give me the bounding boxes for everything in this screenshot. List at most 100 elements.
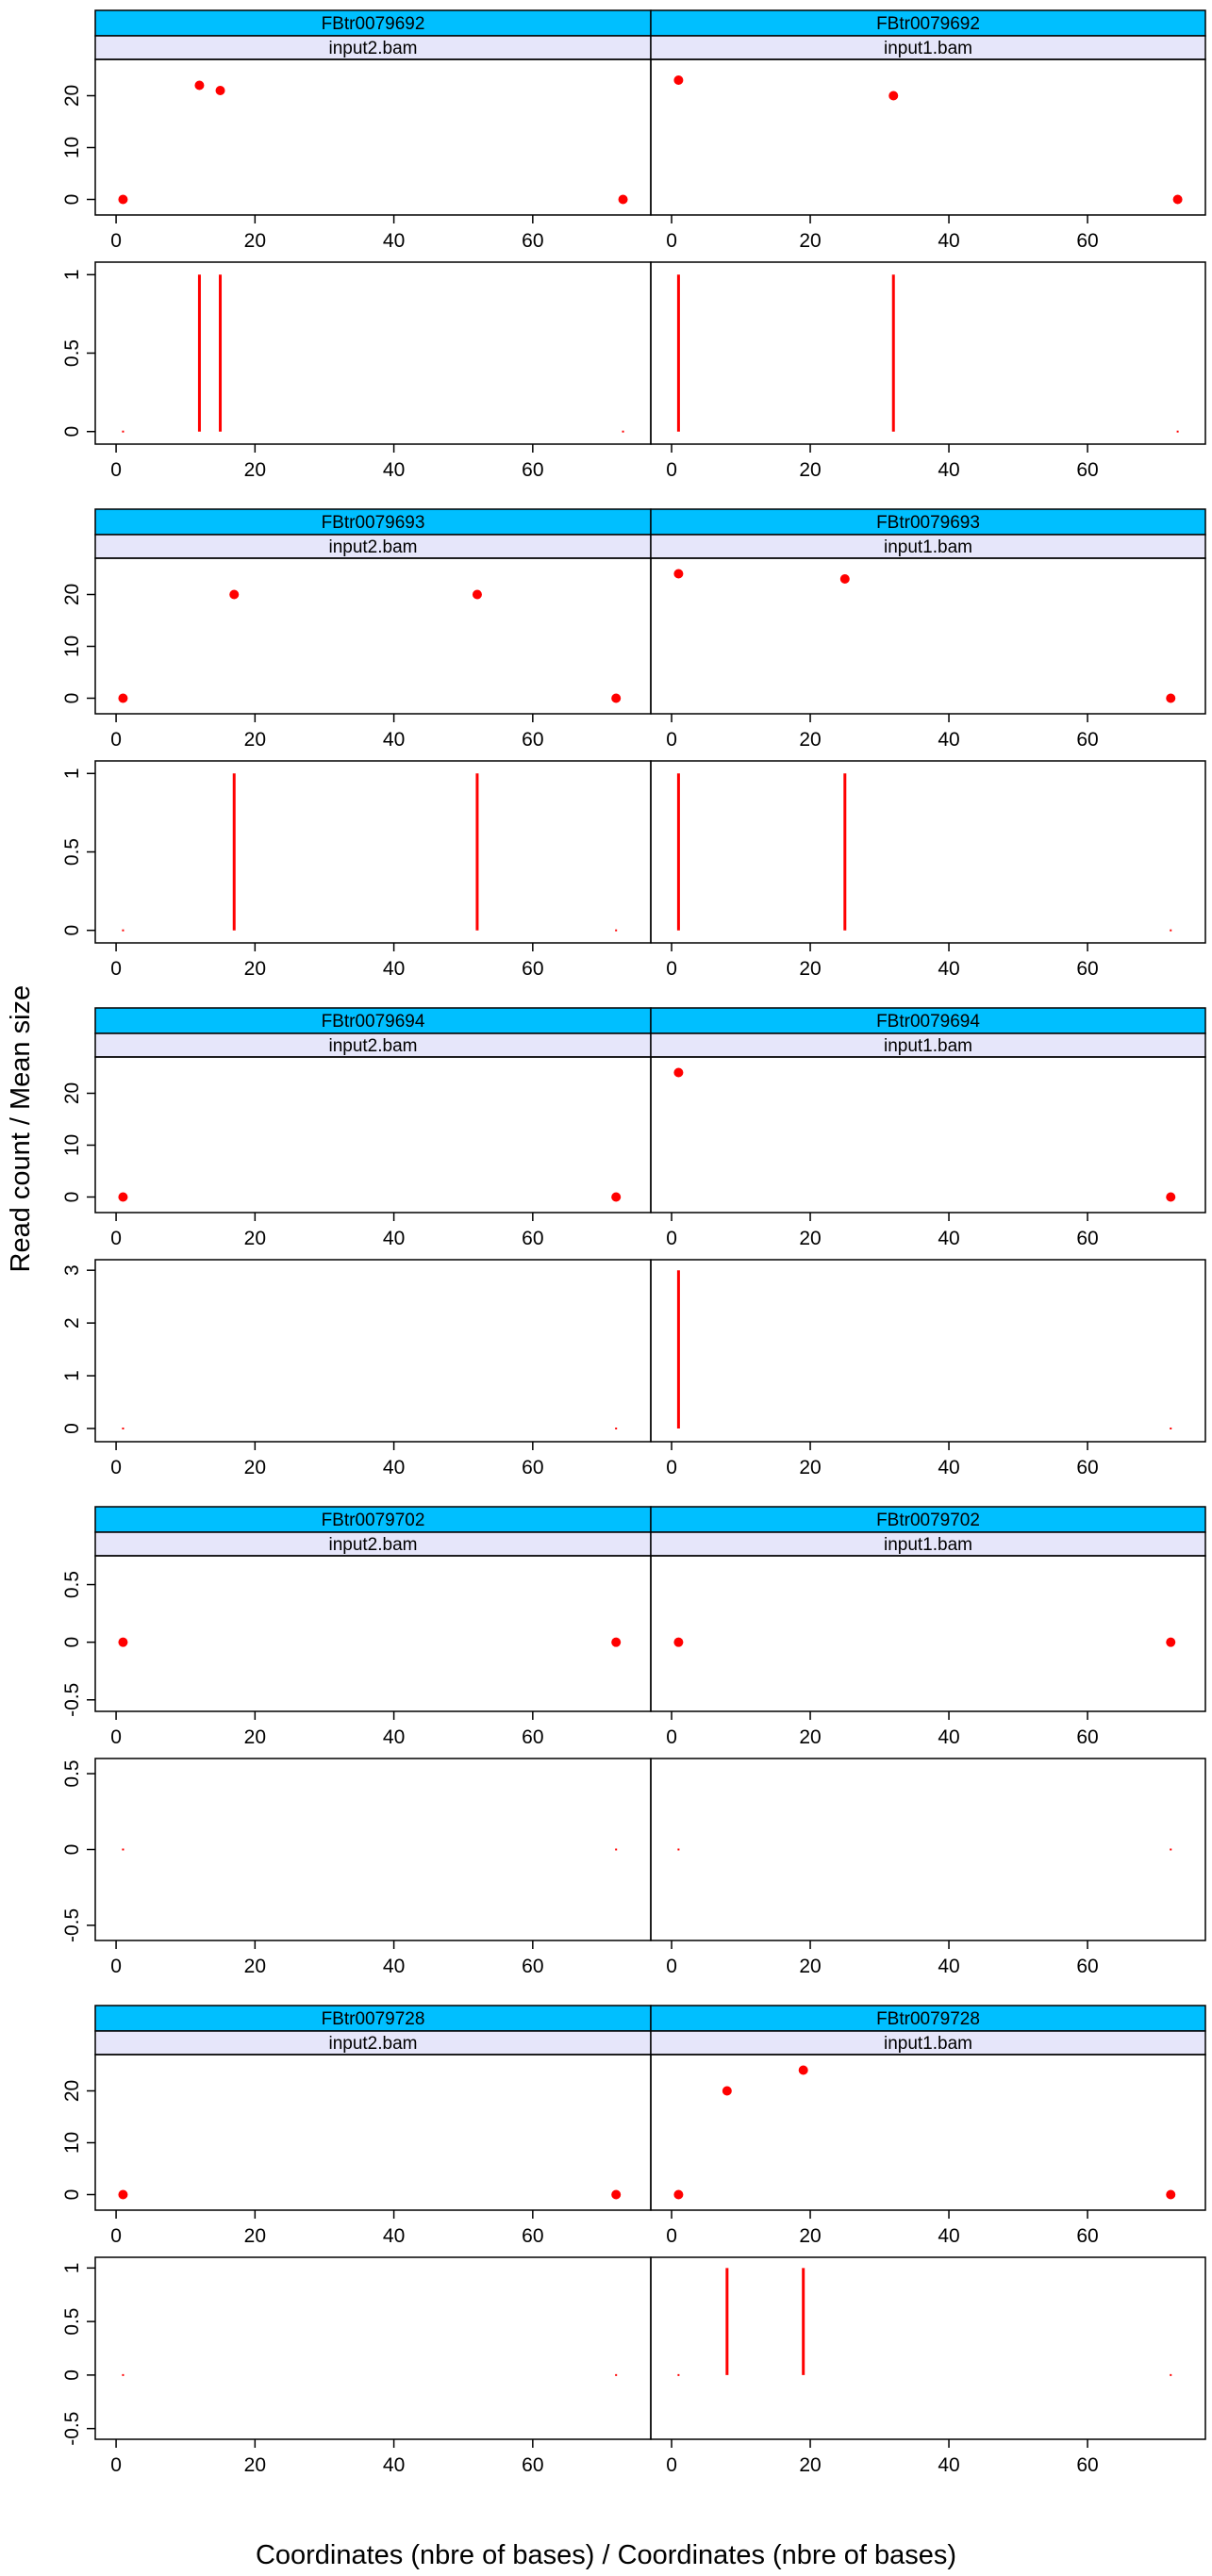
size-y-tick-label: 0 [61,925,83,936]
size-x-tick-label: 60 [522,2454,543,2476]
count-point [798,2065,808,2075]
count-point [611,1637,622,1647]
size-y-tick-label: 0.5 [61,838,83,866]
size-x-tick-label: 40 [938,2454,959,2476]
count-x-tick-label: 60 [522,1726,543,1748]
size-y-tick-label: 0.5 [61,1759,83,1787]
strip-sample-label: input1.bam [884,537,972,557]
size-x-tick-label: 60 [1076,1956,1098,1977]
count-point [472,589,482,600]
count-y-tick-label: 0 [61,1192,83,1203]
count-point [1166,1637,1176,1647]
count-point [118,693,128,703]
count-y-tick-label: 0.5 [61,1571,83,1598]
count-y-tick-label: 0 [61,194,83,206]
size-x-tick-label: 60 [1076,1457,1098,1478]
count-point [888,91,899,101]
strip-sample-label: input2.bam [328,1036,417,1056]
size-y-tick-label: 0 [61,426,83,438]
count-x-tick-label: 40 [938,729,959,751]
strip-sample-label: input1.bam [884,2034,972,2054]
strip-transcript-label: FBtr0079694 [876,1012,980,1032]
count-y-tick-label: 10 [61,1134,83,1156]
size-x-tick-label: 0 [110,2454,122,2476]
size-panel-frame [94,1758,652,1941]
size-x-tick-label: 40 [938,1457,959,1478]
size-x-tick-label: 20 [244,2454,266,2476]
size-x-tick-label: 20 [799,1956,821,1977]
count-x-tick-label: 40 [938,230,959,252]
count-y-tick-label: 20 [61,1082,83,1104]
size-x-tick-label: 60 [1076,459,1098,481]
count-x-tick-label: 20 [799,2225,821,2247]
strip-transcript-label: FBtr0079728 [876,2009,980,2029]
size-y-tick-label: 0 [61,1844,83,1856]
size-x-tick-label: 0 [110,958,122,980]
count-x-tick-label: 40 [383,729,405,751]
x-axis-label: Coordinates (nbre of bases) / Coordinate… [255,2540,957,2570]
strip-sample [650,35,1206,60]
count-x-tick-label: 20 [244,230,266,252]
count-panel-frame [650,58,1206,216]
size-panel-frame [650,760,1206,944]
count-panel-frame [94,1555,652,1712]
count-point [1172,194,1183,205]
strip-transcript-label: FBtr0079728 [322,2009,425,2029]
size-x-tick-label: 40 [938,459,959,481]
count-panel-frame [94,1056,652,1214]
strip-sample-label: input1.bam [884,1036,972,1056]
size-y-tick-label: 1 [61,1370,83,1381]
size-y-tick-label: -0.5 [61,2412,83,2446]
size-x-tick-label: 0 [666,958,677,980]
strip-sample [650,2030,1206,2056]
count-y-tick-label: 0 [61,693,83,704]
count-x-tick-label: 0 [666,1726,677,1748]
count-panel-frame [94,58,652,216]
strip-transcript-label: FBtr0079692 [322,14,425,34]
size-y-tick-label: 1 [61,2263,83,2274]
count-point [1166,2189,1176,2200]
count-x-tick-label: 40 [938,1228,959,1249]
strip-transcript-label: FBtr0079692 [876,14,980,34]
size-x-tick-label: 20 [244,1956,266,1977]
size-y-tick-label: 0 [61,1423,83,1434]
count-x-tick-label: 60 [1076,1228,1098,1249]
count-x-tick-label: 40 [383,1726,405,1748]
count-panel-frame [650,1555,1206,1712]
count-x-tick-label: 60 [1076,729,1098,751]
size-x-tick-label: 0 [666,1956,677,1977]
strip-transcript-label: FBtr0079693 [322,513,425,533]
count-x-tick-label: 40 [383,2225,405,2247]
strip-sample-label: input2.bam [328,537,417,557]
transcript-block-FBtr0079702: FBtr0079702 input2.bam 0 20 40 60 0 20 40 60 FBtr0… [61,1506,1206,1977]
size-x-tick-label: 20 [799,2454,821,2476]
size-y-tick-label: 0.5 [61,339,83,367]
count-point [618,194,628,205]
count-x-tick-label: 40 [383,1228,405,1249]
count-x-tick-label: 40 [938,2225,959,2247]
strip-sample-label: input1.bam [884,39,972,58]
count-point [722,2086,732,2096]
count-y-tick-label: 20 [61,2080,83,2102]
count-point [839,574,850,584]
size-x-tick-label: 60 [1076,2454,1098,2476]
size-x-tick-label: 20 [244,958,266,980]
size-panel-frame [650,1758,1206,1941]
count-x-tick-label: 20 [799,1726,821,1748]
strip-sample [650,1032,1206,1058]
count-x-tick-label: 0 [666,729,677,751]
size-x-tick-label: 40 [938,958,959,980]
count-y-tick-label: 10 [61,636,83,657]
transcript-block-FBtr0079693: FBtr0079693 input2.bam 0 20 40 60 0 20 40 60 FBtr0… [61,508,1206,980]
size-x-tick-label: 0 [666,1457,677,1478]
transcript-block-FBtr0079728: FBtr0079728 input2.bam 0 20 40 60 0 20 40 60 FBtr0… [61,2005,1206,2476]
size-x-tick-label: 20 [799,1457,821,1478]
strip-transcript-label: FBtr0079694 [322,1012,425,1032]
count-x-tick-label: 60 [522,1228,543,1249]
strip-transcript-label: FBtr0079693 [876,513,980,533]
size-x-tick-label: 40 [383,2454,405,2476]
count-x-tick-label: 40 [938,1726,959,1748]
count-x-tick-label: 60 [522,729,543,751]
strip-transcript-label: FBtr0079702 [322,1511,425,1530]
